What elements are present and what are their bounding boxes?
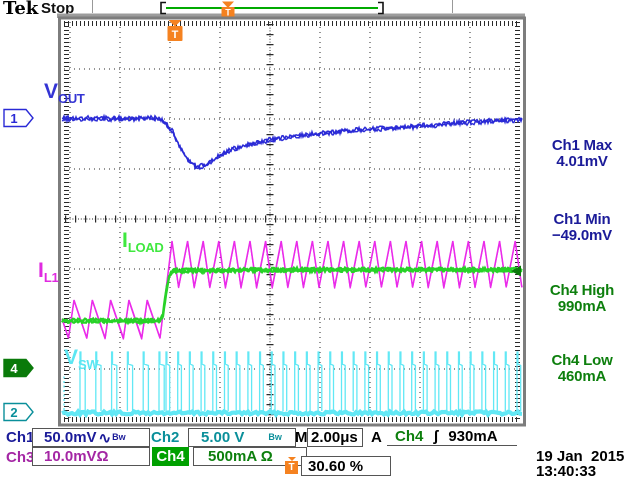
- trigger-source: Ch4: [395, 428, 424, 445]
- ch4-iload-trace-fuzz: [60, 266, 523, 326]
- record-right-bracket-icon: [378, 1, 384, 15]
- timebase-label: M: [295, 429, 308, 446]
- header-divider-right: [452, 0, 453, 13]
- record-left-bracket-icon: [160, 1, 166, 15]
- trigger-readout: Ch4 ʃ 930mA: [387, 428, 517, 446]
- ch1-bandwidth-icon: Bw: [112, 431, 126, 442]
- trigger-level-arrow: [511, 265, 521, 277]
- trigger-mode-label: A: [371, 429, 382, 446]
- trigger-slope-icon: ʃ: [433, 428, 439, 445]
- svg-text:2: 2: [10, 405, 17, 420]
- ch3-name: Ch3: [6, 449, 35, 466]
- ch3-scale-box: 10.0mVΩ: [32, 447, 150, 466]
- date-display: 19 Jan 2015: [536, 448, 625, 465]
- trigger-position-icon: T: [285, 457, 298, 474]
- ch1-vout-trace-fuzz: [61, 114, 523, 171]
- channel-marker-ch4: 4: [3, 358, 34, 378]
- time-display: 13:40:33: [536, 463, 597, 480]
- trigger-position-box: 30.60 %: [301, 456, 391, 476]
- record-trigger-icon-letter: T: [225, 8, 231, 18]
- measurement-ch1-min: Ch1 Min −49.0mV: [552, 211, 612, 244]
- ch2-scale-box: 5.00 V Bw: [188, 428, 296, 447]
- label-vsw: VSW: [64, 346, 99, 372]
- acquisition-status: Stop: [41, 0, 75, 17]
- header-divider: [92, 0, 93, 13]
- label-iload: ILOAD: [122, 229, 164, 255]
- ch1-coupling-icon: ∿: [98, 429, 112, 447]
- tek-logo: Tek: [3, 0, 39, 19]
- ch3-il1-trace-fuzz: [61, 241, 523, 340]
- ch2-vsw-pulses: [79, 351, 522, 411]
- label-il1: IL1: [38, 259, 59, 285]
- top-gray-bar: [57, 13, 525, 18]
- ch4-name-badge: Ch4: [152, 447, 189, 466]
- trigger-position-marker: T: [167, 20, 183, 41]
- ch2-bandwidth-icon: Bw: [268, 431, 282, 442]
- record-trigger-icon-box: [221, 7, 235, 17]
- channel-marker-ch1: 1: [3, 108, 34, 128]
- timebase-box: 2.00μs: [307, 428, 363, 447]
- channel-marker-ch2: 2: [3, 402, 34, 422]
- ch2-name: Ch2: [151, 429, 180, 446]
- label-vout: VOUT: [44, 80, 85, 106]
- ch1-scale-box: 50.0mV ∿ Bw: [32, 428, 150, 447]
- trigger-level: 930mA: [448, 428, 498, 445]
- svg-text:4: 4: [10, 361, 18, 376]
- ch1-name: Ch1: [6, 429, 35, 446]
- measurement-ch1-max: Ch1 Max 4.01mV: [551, 137, 613, 170]
- ch2-vsw-baseline: [61, 407, 523, 419]
- measurement-ch4-high: Ch4 High 990mA: [549, 282, 615, 315]
- svg-text:1: 1: [10, 111, 17, 126]
- record-trigger-icon: [222, 1, 234, 8]
- svg-text:T: T: [172, 29, 179, 41]
- measurement-ch4-low: Ch4 Low 460mA: [551, 352, 613, 385]
